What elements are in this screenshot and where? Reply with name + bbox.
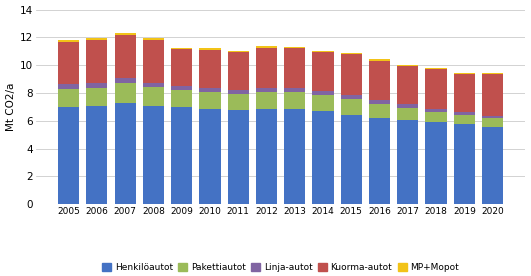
Bar [86, 40, 107, 83]
Bar [453, 115, 475, 124]
Bar [425, 69, 447, 109]
Bar [143, 38, 164, 40]
Bar [369, 104, 390, 118]
Bar [228, 110, 249, 204]
Bar [58, 40, 79, 42]
Bar [397, 108, 418, 120]
Bar [228, 51, 249, 52]
Bar [86, 38, 107, 40]
Bar [256, 92, 277, 109]
Bar [369, 61, 390, 100]
Bar [115, 35, 136, 78]
Bar [256, 109, 277, 204]
Bar [341, 95, 362, 99]
Bar [199, 50, 220, 88]
Bar [199, 88, 220, 92]
Bar [312, 91, 333, 95]
Bar [482, 73, 503, 74]
Bar [397, 120, 418, 204]
Bar [284, 109, 305, 204]
Bar [312, 51, 333, 52]
Bar [171, 86, 192, 90]
Bar [58, 107, 79, 204]
Bar [425, 109, 447, 112]
Bar [143, 106, 164, 204]
Bar [171, 90, 192, 107]
Bar [143, 83, 164, 87]
Bar [228, 52, 249, 89]
Bar [482, 127, 503, 204]
Legend: Henkilöautot, Pakettiautot, Linja-autot, Kuorma-autot, MP+Mopot: Henkilöautot, Pakettiautot, Linja-autot,… [102, 263, 459, 272]
Bar [115, 33, 136, 35]
Bar [228, 94, 249, 110]
Bar [199, 109, 220, 204]
Bar [58, 84, 79, 89]
Bar [143, 87, 164, 106]
Bar [115, 78, 136, 83]
Bar [397, 66, 418, 104]
Bar [482, 116, 503, 118]
Bar [284, 47, 305, 49]
Bar [171, 48, 192, 49]
Bar [171, 107, 192, 204]
Bar [284, 92, 305, 109]
Bar [284, 88, 305, 92]
Bar [341, 115, 362, 204]
Bar [425, 112, 447, 122]
Bar [425, 122, 447, 204]
Bar [199, 49, 220, 50]
Bar [284, 49, 305, 88]
Bar [341, 53, 362, 54]
Bar [58, 89, 79, 107]
Bar [453, 112, 475, 115]
Bar [256, 88, 277, 92]
Bar [171, 49, 192, 86]
Bar [256, 46, 277, 48]
Bar [228, 89, 249, 94]
Bar [453, 73, 475, 74]
Bar [86, 83, 107, 88]
Bar [369, 118, 390, 204]
Bar [58, 42, 79, 84]
Bar [341, 99, 362, 115]
Bar [86, 106, 107, 204]
Bar [482, 74, 503, 116]
Bar [341, 54, 362, 95]
Bar [425, 68, 447, 69]
Bar [115, 103, 136, 204]
Bar [453, 124, 475, 204]
Bar [86, 88, 107, 106]
Bar [312, 95, 333, 111]
Bar [369, 59, 390, 61]
Bar [312, 52, 333, 91]
Bar [312, 111, 333, 204]
Bar [482, 118, 503, 127]
Bar [199, 92, 220, 109]
Bar [369, 100, 390, 104]
Bar [143, 40, 164, 83]
Bar [256, 48, 277, 88]
Bar [397, 104, 418, 108]
Y-axis label: Mt CO2/a: Mt CO2/a [5, 83, 15, 131]
Bar [453, 74, 475, 112]
Bar [115, 83, 136, 103]
Bar [397, 65, 418, 66]
